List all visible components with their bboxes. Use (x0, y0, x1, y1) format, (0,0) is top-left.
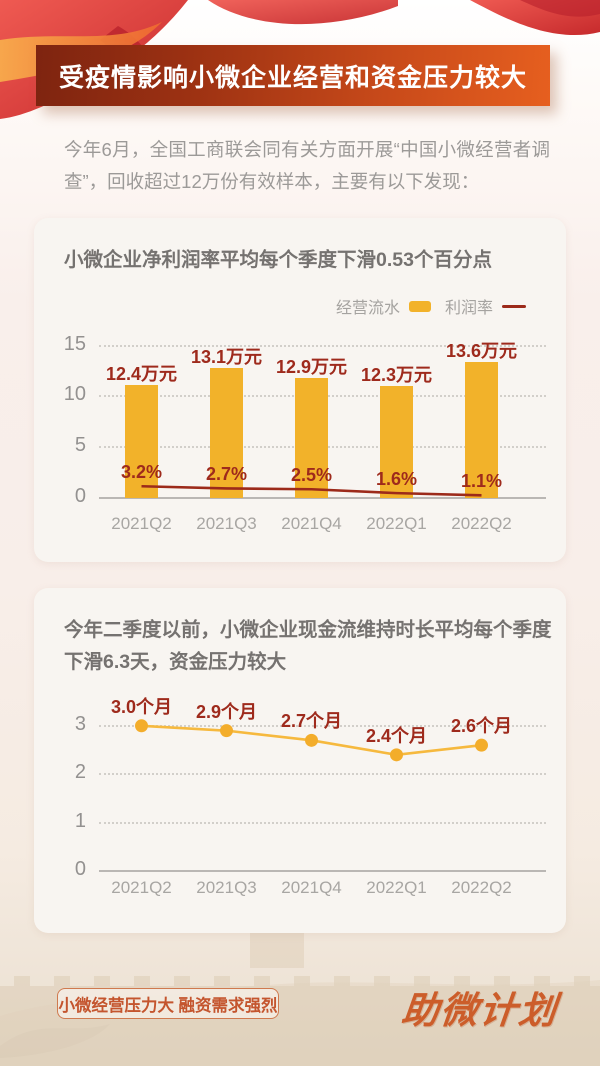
x-tick-label: 2022Q2 (451, 878, 512, 897)
legend-label-profit-rate: 利润率 (444, 300, 493, 317)
cashflow-chart-title: 今年二季度以前，小微企业现金流维持时长平均每个季度下滑6.3天，资金压力较大 (64, 619, 552, 673)
x-axis-line (99, 497, 546, 499)
x-tick-label: 2022Q1 (366, 878, 427, 897)
data-point-2022Q1 (390, 748, 403, 762)
gridline (99, 821, 546, 824)
cashflow-value-label: 2.7个月 (280, 711, 343, 732)
y-tick-label: 0 (74, 485, 86, 507)
cashflow-chart-card: 今年二季度以前，小微企业现金流维持时长平均每个季度下滑6.3天，资金压力较大 0… (34, 588, 566, 933)
gridline (99, 344, 546, 347)
x-tick-label: 2021Q4 (281, 514, 342, 533)
headline-banner: 受疫情影响小微企业经营和资金压力较大 (36, 45, 550, 106)
x-tick-label: 2022Q1 (366, 514, 427, 533)
y-tick-label: 2 (74, 761, 86, 784)
intro-text: 今年6月，全国工商联会同有关方面开展“中国小微经营者调查”，回收超过12万份有效… (64, 139, 550, 192)
y-tick-label: 3 (74, 712, 86, 735)
data-point-2022Q2 (475, 738, 488, 752)
cashflow-value-label: 2.4个月 (365, 725, 428, 746)
cashflow-value-label: 3.0个月 (110, 696, 173, 717)
profit-bar-chart: 0 5 10 15 12.4万元 13.1万元 12.9万元 12.3万元 13.6万元 3.2%… (34, 218, 566, 562)
line-series-swatch-icon (502, 304, 526, 308)
x-tick-label: 2021Q2 (111, 878, 172, 897)
profit-rate-label: 1.1% (460, 471, 503, 492)
footer-badge-text: 小微经营压力大 融资需求强烈 (58, 996, 278, 1015)
cashflow-line-chart: 0 1 2 3 3.0个月 2.9个月 2.7个月 2.4个月 2.6个月 2021Q2 2021Q… (34, 588, 566, 933)
chart-legend: 经营流水 利润率 (336, 294, 526, 318)
x-tick-label: 2022Q2 (451, 514, 512, 533)
bar-series-swatch-icon (408, 300, 431, 312)
profit-rate-label: 1.6% (375, 469, 418, 490)
bar-2021Q4 (295, 378, 328, 498)
x-tick-label: 2021Q3 (196, 514, 257, 533)
y-tick-label: 15 (63, 332, 86, 355)
legend-label-revenue: 经营流水 (335, 300, 400, 317)
x-tick-label: 2021Q3 (196, 878, 257, 897)
legend-item-profit-rate: 利润率 (445, 294, 526, 318)
profit-chart-card: 小微企业净利润率平均每个季度下滑0.53个百分点 经营流水 利润率 0 5 10 15… (34, 218, 566, 562)
zhuwei-plan-logo: 助微计划 (399, 991, 560, 1032)
bar-2021Q2 (125, 385, 158, 498)
x-tick-label: 2021Q4 (281, 878, 342, 897)
legend-item-revenue: 经营流水 (336, 294, 431, 318)
x-tick-label: 2021Q2 (111, 514, 172, 533)
x-axis-line (99, 870, 546, 872)
gridline (99, 773, 546, 776)
profit-rate-label: 3.2% (120, 462, 163, 483)
bar-2022Q1 (380, 386, 413, 498)
footer-badge: 小微经营压力大 融资需求强烈 (57, 988, 279, 1019)
bar-value-label: 12.4万元 (105, 364, 178, 385)
cashflow-value-label: 2.6个月 (450, 716, 513, 737)
bar-2021Q3 (210, 367, 243, 498)
y-tick-label: 5 (74, 434, 86, 457)
profit-chart-title: 小微企业净利润率平均每个季度下滑0.53个百分点 (64, 249, 492, 271)
cashflow-value-label: 2.9个月 (195, 701, 258, 722)
bar-value-label: 12.9万元 (275, 357, 348, 378)
y-tick-label: 10 (63, 383, 86, 406)
data-point-2021Q4 (305, 733, 318, 747)
profit-rate-label: 2.7% (205, 464, 248, 485)
bar-2022Q2 (465, 361, 498, 498)
headline-title: 受疫情影响小微企业经营和资金压力较大 (58, 63, 527, 92)
bar-value-label: 13.6万元 (445, 340, 518, 361)
bar-value-label: 13.1万元 (190, 346, 263, 367)
y-tick-label: 1 (74, 809, 86, 832)
profit-rate-label: 2.5% (290, 465, 333, 486)
bar-value-label: 12.3万元 (360, 365, 433, 386)
y-tick-label: 0 (74, 858, 86, 880)
